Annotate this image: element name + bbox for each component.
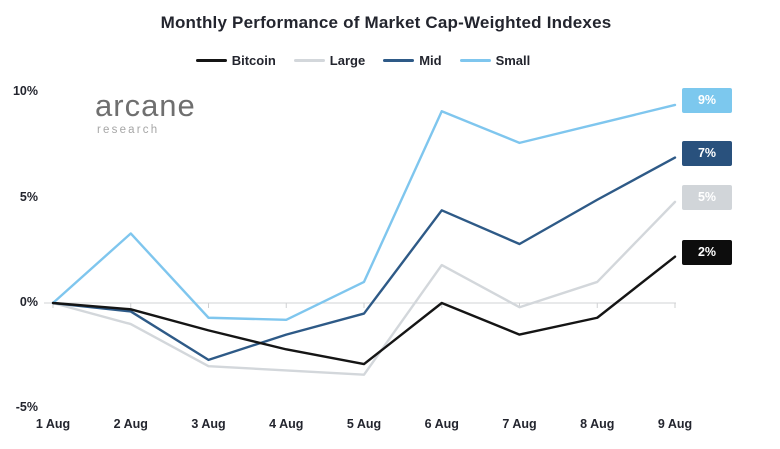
line-chart <box>44 103 677 376</box>
y-axis-label: 0% <box>19 295 38 309</box>
value-badge-mid: 7% <box>682 140 732 166</box>
series-line-small <box>51 103 677 322</box>
value-badge-large: 5% <box>682 184 732 210</box>
legend-item-small: Small <box>459 53 531 68</box>
arcane-logo-subtitle: research <box>97 124 160 136</box>
legend-item-bitcoin: Bitcoin <box>195 53 276 68</box>
legend-swatch-mid <box>383 59 415 62</box>
legend-label: Large <box>329 53 366 68</box>
arcane-logo: arcane research <box>95 90 196 136</box>
x-axis-label: 5 Aug <box>346 417 382 431</box>
x-axis-label: 6 Aug <box>424 417 459 431</box>
x-axis-label: 9 Aug <box>657 417 693 431</box>
x-axis-label: 4 Aug <box>269 417 304 431</box>
legend-swatch-large <box>293 59 325 62</box>
x-axis-label: 2 Aug <box>113 417 148 431</box>
x-axis-label: 1 Aug <box>35 417 71 431</box>
x-axis-label: 3 Aug <box>191 417 226 431</box>
legend-swatch-bitcoin <box>195 59 227 62</box>
series-line-bitcoin <box>51 255 677 366</box>
legend-item-mid: Mid <box>383 53 442 68</box>
value-badge-bitcoin: 2% <box>682 239 732 265</box>
value-badge-small: 9% <box>682 87 732 113</box>
legend-label: Bitcoin <box>231 53 276 68</box>
y-axis-label: 10% <box>12 84 38 99</box>
y-axis-label: -5% <box>15 400 38 415</box>
legend-label: Mid <box>419 53 442 68</box>
x-axis-label: 8 Aug <box>580 417 615 431</box>
legend-swatch-small <box>459 59 491 62</box>
arcane-logo-wordmark: arcane <box>95 88 196 123</box>
legend-item-large: Large <box>293 53 366 68</box>
chart-title: Monthly Performance of Market Cap-Weight… <box>160 13 612 32</box>
legend: Bitcoin Large Mid Small <box>0 53 726 68</box>
series-line-large <box>51 200 677 376</box>
series-line-mid <box>51 156 677 362</box>
legend-label: Small <box>495 53 531 68</box>
x-axis-label: 7 Aug <box>502 417 537 431</box>
y-axis-label: 5% <box>19 189 38 204</box>
